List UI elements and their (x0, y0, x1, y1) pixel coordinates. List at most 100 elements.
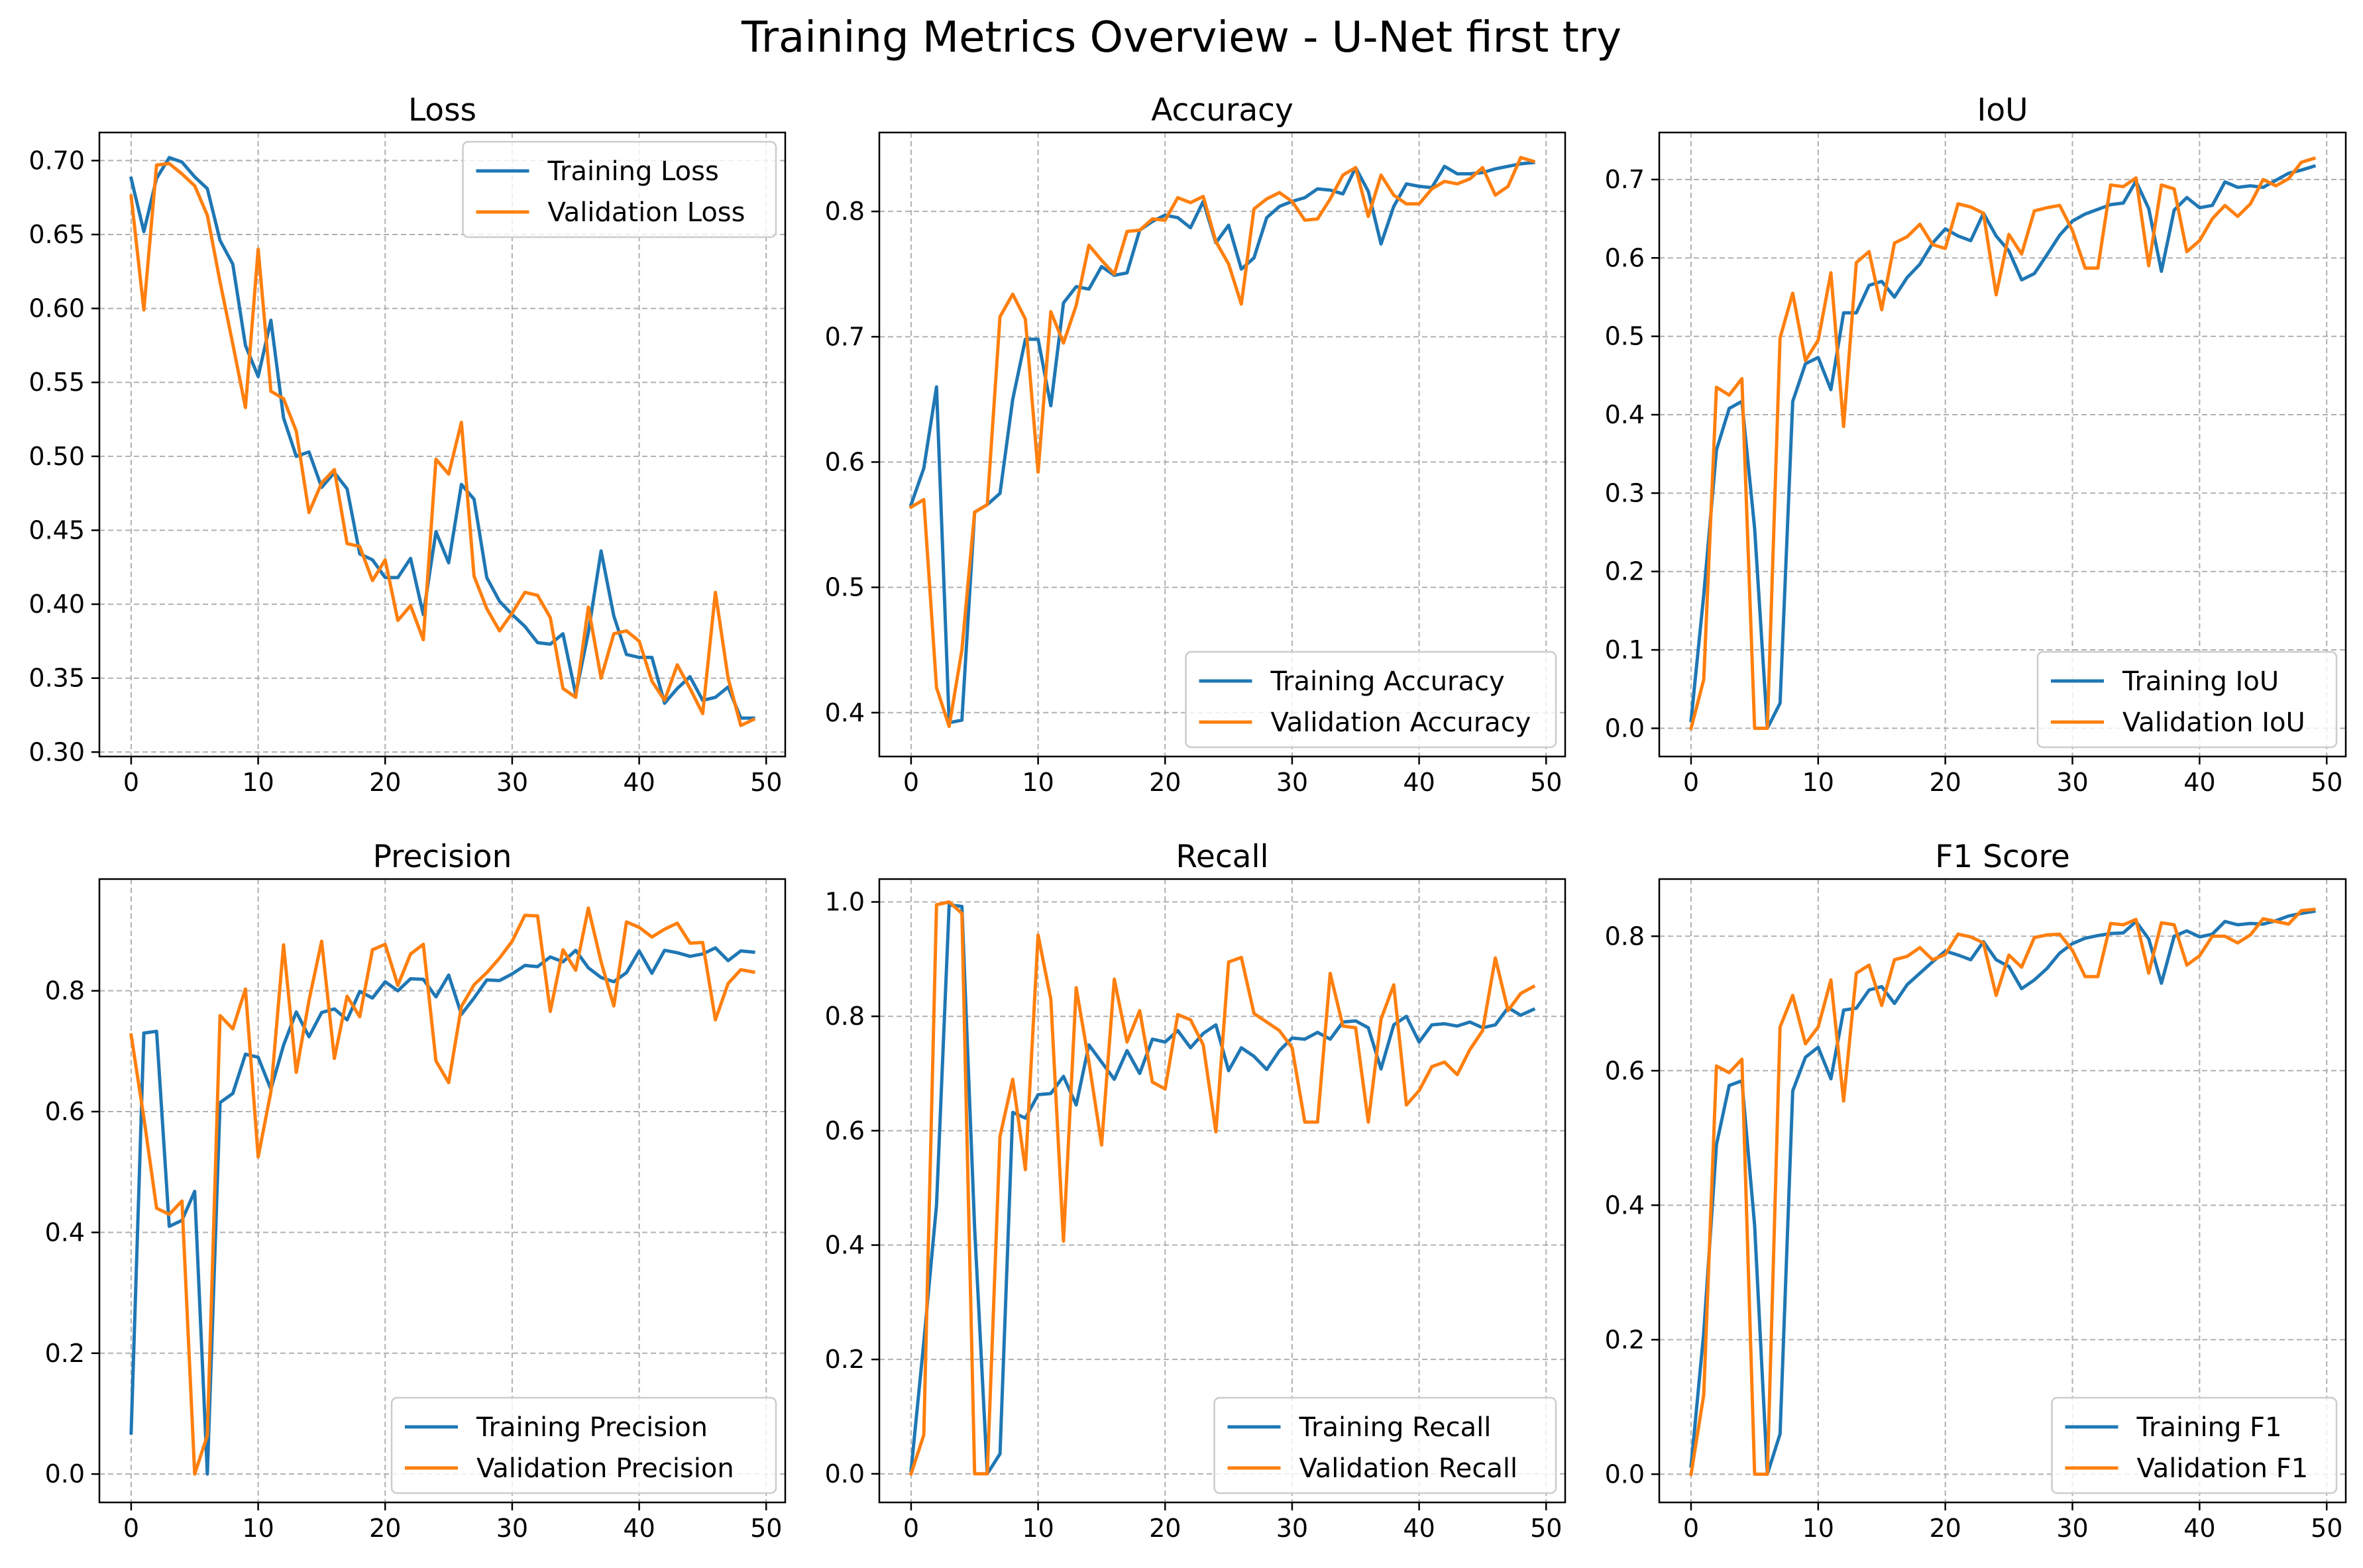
legend-label: Training Precision (476, 1412, 708, 1443)
y-tick-label: 0.6 (45, 1097, 85, 1126)
y-tick-label: 0.40 (28, 590, 85, 619)
subplot-title: F1 Score (1935, 839, 2070, 875)
x-tick-label: 0 (903, 1514, 919, 1543)
legend-box (462, 140, 777, 238)
series-line-validation (908, 900, 1536, 1476)
y-tick-label: 0.1 (1605, 635, 1645, 664)
x-tick-label: 30 (2056, 1514, 2088, 1543)
y-tick-label: 0.4 (45, 1218, 85, 1247)
x-tick-label: 30 (496, 1514, 528, 1543)
legend-label: Training F1 (2136, 1412, 2282, 1443)
subplot-5: Recall 0 10 20 30 40 50 0.0 0.2 0.4 0.6 0.8 1.0 Train… (825, 839, 1566, 1543)
subplot-title: Loss (408, 92, 476, 129)
x-tick-label: 20 (1149, 1514, 1181, 1543)
y-tick-label: 0.4 (825, 1231, 865, 1260)
y-tick-label: 1.0 (825, 888, 865, 917)
y-tick-label: 0.6 (1605, 1056, 1645, 1085)
axes-frame (98, 131, 787, 758)
subplot-2: Accuracy 0 10 20 30 40 50 0.4 0.5 0.6 0.7 0.8 Traini… (825, 92, 1566, 797)
x-tick-label: 40 (1403, 1514, 1435, 1543)
y-tick-label: 0.8 (825, 1002, 865, 1031)
series-line-training (908, 160, 1535, 725)
x-tick-label: 10 (1022, 1514, 1054, 1543)
y-tick-label: 0.65 (28, 220, 85, 249)
series-line-training (129, 156, 755, 720)
x-tick-label: 10 (1022, 768, 1054, 797)
legend-box (2036, 651, 2338, 749)
axes-frame (98, 878, 787, 1504)
x-tick-label: 50 (750, 768, 782, 797)
x-tick-label: 0 (123, 768, 139, 797)
subplot-title: Precision (373, 839, 512, 875)
series-line-training (1689, 164, 2317, 730)
y-tick-label: 0.2 (45, 1339, 85, 1368)
y-tick-label: 0.2 (1605, 557, 1645, 586)
axes-frame (1658, 878, 2347, 1504)
legend: Training Loss Validation Loss (462, 140, 777, 238)
y-tick-label: 0.55 (28, 368, 85, 397)
y-tick-label: 0.6 (825, 1116, 865, 1145)
x-tick-label: 50 (750, 1514, 782, 1543)
x-tick-label: 50 (2311, 768, 2342, 797)
axes-frame (1658, 131, 2347, 758)
x-tick-label: 20 (1929, 768, 1961, 797)
y-tick-label: 0.8 (825, 197, 865, 226)
x-tick-label: 20 (369, 1514, 401, 1543)
legend: Training Recall Validation Recall (1213, 1396, 1557, 1494)
y-tick-label: 0.7 (1605, 165, 1645, 194)
subplot-title: Recall (1176, 839, 1268, 875)
x-tick-label: 0 (123, 1514, 139, 1543)
y-tick-label: 0.5 (825, 573, 865, 602)
y-tick-label: 0.4 (1605, 1190, 1645, 1220)
y-tick-label: 0.0 (45, 1459, 85, 1489)
x-tick-label: 10 (242, 1514, 274, 1543)
x-tick-label: 40 (2183, 768, 2215, 797)
x-tick-label: 30 (1276, 1514, 1308, 1543)
legend-label: Validation IoU (2122, 707, 2305, 738)
legend-label: Validation Loss (548, 197, 745, 228)
subplot-6: F1 Score 0 10 20 30 40 50 0.0 0.2 0.4 0.6 0.8 Traini… (1605, 839, 2347, 1543)
legend: Training Accuracy Validation Accuracy (1185, 651, 1557, 749)
legend-label: Training Loss (547, 156, 719, 187)
x-tick-label: 0 (903, 768, 919, 797)
x-tick-label: 50 (1530, 768, 1562, 797)
subplot-4: Precision 0 10 20 30 40 50 0.0 0.2 0.4 0.6 0.8 Train… (45, 839, 787, 1543)
y-tick-label: 0.4 (1605, 400, 1645, 429)
subplot-title: IoU (1977, 92, 2028, 129)
series-line-validation (129, 162, 756, 727)
x-tick-label: 40 (623, 768, 655, 797)
subplot-3: IoU 0 10 20 30 40 50 0.0 0.1 0.2 0.3 0.4 0.5 0.6 0.7 Tr… (1605, 92, 2347, 797)
x-tick-label: 0 (1683, 1514, 1699, 1543)
legend-box (390, 1396, 777, 1494)
legend-label: Training Accuracy (1270, 666, 1505, 697)
y-tick-label: 0.60 (28, 294, 85, 323)
x-tick-label: 50 (2311, 1514, 2342, 1543)
legend-label: Validation Recall (1299, 1453, 1518, 1484)
y-tick-label: 0.3 (1605, 478, 1645, 507)
y-tick-label: 0.2 (1605, 1325, 1645, 1354)
legend: Training Precision Validation Precision (390, 1396, 777, 1494)
x-tick-label: 0 (1683, 768, 1699, 797)
x-tick-label: 20 (369, 768, 401, 797)
x-tick-label: 10 (242, 768, 274, 797)
legend-label: Validation Precision (476, 1453, 734, 1484)
legend-box (1213, 1396, 1557, 1494)
y-tick-label: 0.35 (28, 664, 85, 693)
legend-box (2051, 1396, 2338, 1494)
y-tick-label: 0.6 (1605, 243, 1645, 272)
x-tick-label: 30 (1276, 768, 1308, 797)
x-tick-label: 50 (1530, 1514, 1562, 1543)
x-tick-label: 30 (2056, 768, 2088, 797)
axes-frame (878, 131, 1566, 758)
legend-label: Validation F1 (2137, 1453, 2309, 1484)
x-tick-label: 40 (2183, 1514, 2215, 1543)
y-tick-label: 0.8 (45, 976, 85, 1006)
legend-label: Training IoU (2122, 666, 2279, 697)
series-line-validation (1689, 907, 2316, 1477)
series-line-training (129, 946, 755, 1476)
series-line-training (1689, 909, 2316, 1476)
legend-label: Training Recall (1299, 1412, 1492, 1443)
y-tick-label: 0.0 (1605, 713, 1645, 743)
x-tick-label: 30 (496, 768, 528, 797)
